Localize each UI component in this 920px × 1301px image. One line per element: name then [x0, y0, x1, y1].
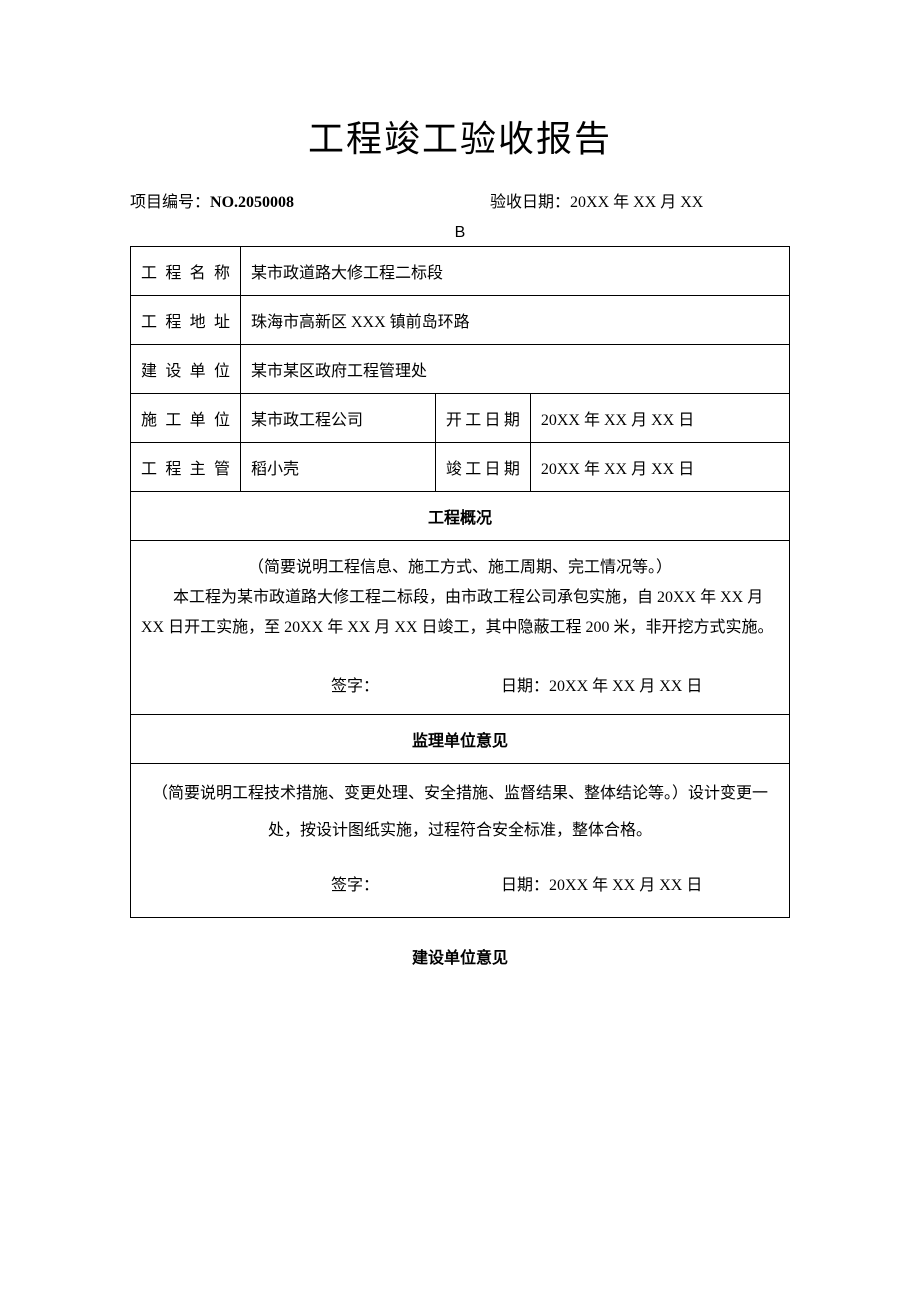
- overview-sign-label: 签字：: [331, 672, 501, 702]
- supervisor-sign-label: 签字：: [331, 868, 501, 905]
- builder-header: 建设单位意见: [130, 944, 790, 968]
- overview-body-cell: （简要说明工程信息、施工方式、施工周期、完工情况等。） 本工程为某市政道路大修工…: [131, 540, 790, 715]
- row-project-name: 工程名称 某市政道路大修工程二标段: [131, 246, 790, 295]
- build-unit-value: 某市某区政府工程管理处: [241, 344, 790, 393]
- main-table: 工程名称 某市政道路大修工程二标段 工程地址 珠海市高新区 XXX 镇前岛环路 …: [130, 246, 790, 918]
- accept-date: 验收日期：20XX 年 XX 月 XX: [430, 190, 790, 216]
- build-unit-label: 建设单位: [131, 344, 241, 393]
- project-number: 项目编号：NO.2050008: [130, 190, 430, 216]
- doc-title: 工程竣工验收报告: [130, 110, 790, 162]
- supervisor-body-cell: （简要说明工程技术措施、变更处理、安全措施、监督结果、整体结论等。）设计变更一处…: [131, 764, 790, 917]
- b-mark: B: [130, 224, 790, 242]
- manager-value: 稻小壳: [241, 442, 436, 491]
- overview-header: 工程概况: [131, 491, 790, 540]
- row-constr-unit: 施工单位 某市政工程公司 开工日期 20XX 年 XX 月 XX 日: [131, 393, 790, 442]
- project-addr-label: 工程地址: [131, 295, 241, 344]
- manager-label: 工程主管: [131, 442, 241, 491]
- accept-date-label: 验收日期：: [490, 194, 570, 211]
- row-overview-body: （简要说明工程信息、施工方式、施工周期、完工情况等。） 本工程为某市政道路大修工…: [131, 540, 790, 715]
- project-name-value: 某市政道路大修工程二标段: [241, 246, 790, 295]
- row-project-addr: 工程地址 珠海市高新区 XXX 镇前岛环路: [131, 295, 790, 344]
- start-date-value: 20XX 年 XX 月 XX 日: [530, 393, 789, 442]
- project-no-value: NO.2050008: [210, 194, 294, 211]
- supervisor-sign-date: 日期：20XX 年 XX 月 XX 日: [501, 868, 779, 905]
- overview-body: 本工程为某市政道路大修工程二标段，由市政工程公司承包实施，自 20XX 年 XX…: [141, 583, 779, 644]
- overview-date-value: 20XX 年 XX 月 XX 日: [549, 678, 702, 695]
- supervisor-sign-row: 签字： 日期：20XX 年 XX 月 XX 日: [141, 868, 779, 905]
- row-supervisor-body: （简要说明工程技术措施、变更处理、安全措施、监督结果、整体结论等。）设计变更一处…: [131, 764, 790, 917]
- supervisor-header: 监理单位意见: [131, 715, 790, 764]
- constr-unit-label: 施工单位: [131, 393, 241, 442]
- constr-unit-value: 某市政工程公司: [241, 393, 436, 442]
- overview-sign-date: 日期：20XX 年 XX 月 XX 日: [501, 672, 779, 702]
- row-manager: 工程主管 稻小壳 竣工日期 20XX 年 XX 月 XX 日: [131, 442, 790, 491]
- row-supervisor-header: 监理单位意见: [131, 715, 790, 764]
- supervisor-body: （简要说明工程技术措施、变更处理、安全措施、监督结果、整体结论等。）设计变更一处…: [152, 785, 768, 839]
- supervisor-date-label: 日期：: [501, 877, 549, 894]
- header-row: 项目编号：NO.2050008 验收日期：20XX 年 XX 月 XX: [130, 190, 790, 216]
- supervisor-date-value: 20XX 年 XX 月 XX 日: [549, 877, 702, 894]
- overview-date-label: 日期：: [501, 678, 549, 695]
- overview-sign-row: 签字： 日期：20XX 年 XX 月 XX 日: [141, 672, 779, 702]
- project-no-label: 项目编号：: [130, 194, 210, 211]
- end-date-value: 20XX 年 XX 月 XX 日: [530, 442, 789, 491]
- project-name-label: 工程名称: [131, 246, 241, 295]
- accept-date-value: 20XX 年 XX 月 XX: [570, 194, 703, 211]
- start-date-label: 开工日期: [435, 393, 530, 442]
- project-addr-value: 珠海市高新区 XXX 镇前岛环路: [241, 295, 790, 344]
- overview-hint: （简要说明工程信息、施工方式、施工周期、完工情况等。）: [141, 553, 779, 583]
- end-date-label: 竣工日期: [435, 442, 530, 491]
- row-build-unit: 建设单位 某市某区政府工程管理处: [131, 344, 790, 393]
- row-overview-header: 工程概况: [131, 491, 790, 540]
